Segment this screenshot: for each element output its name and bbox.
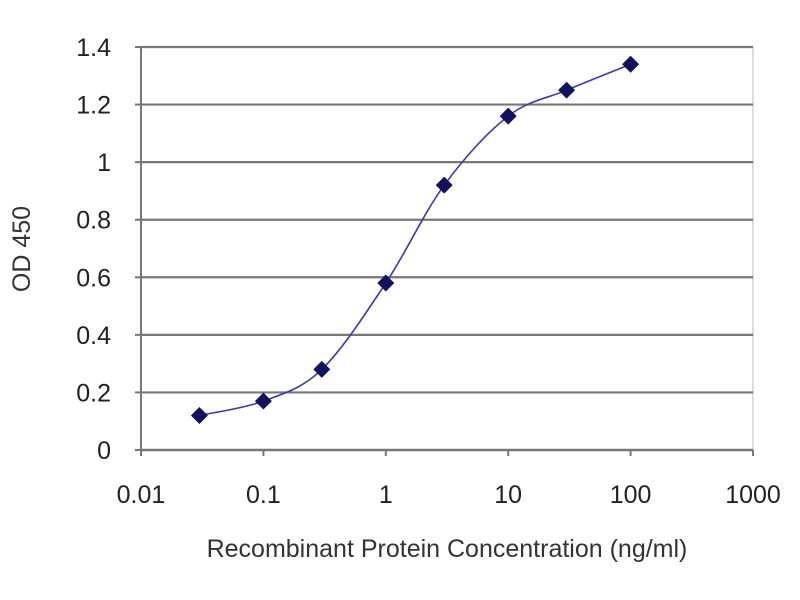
data-point: [313, 360, 331, 378]
x-tick-label: 100: [610, 481, 652, 509]
x-tick-label: 1: [379, 481, 393, 509]
series-line: [199, 63, 631, 417]
data-point: [499, 107, 517, 125]
series: [190, 55, 640, 424]
y-axis-label: OD 450: [8, 206, 36, 292]
y-tick-label: 1: [97, 149, 111, 177]
x-tick-label: 1000: [725, 481, 781, 509]
data-point: [377, 274, 395, 292]
x-axis-label: Recombinant Protein Concentration (ng/ml…: [207, 535, 688, 563]
data-point: [435, 176, 453, 194]
x-tick-label: 0.1: [246, 481, 281, 509]
y-tick-label: 1.2: [76, 92, 111, 120]
data-point: [254, 392, 272, 410]
y-tick-label: 0.4: [76, 322, 111, 350]
y-tick-label: 1.4: [76, 34, 111, 62]
x-tick-label: 0.01: [117, 481, 166, 509]
y-tick-label: 0.6: [76, 264, 111, 292]
y-tick-label: 0: [97, 437, 111, 465]
data-point: [558, 81, 576, 99]
data-point: [190, 406, 208, 424]
gridlines: [135, 45, 754, 456]
data-point: [622, 55, 640, 73]
y-tick-labels: 0 0.2 0.4 0.6 0.8 1 1.2 1.4: [76, 34, 111, 465]
y-tick-label: 0.8: [76, 207, 111, 235]
y-tick-label: 0.2: [76, 379, 111, 407]
x-tick-labels: 0.01 0.1 1 10 100 1000: [117, 481, 781, 509]
x-tick-label: 10: [494, 481, 522, 509]
